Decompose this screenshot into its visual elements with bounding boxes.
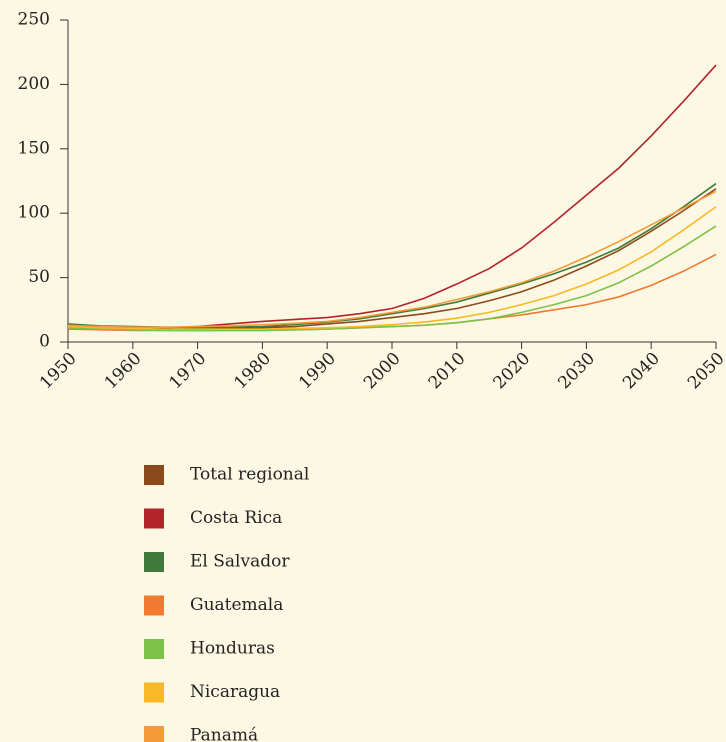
x-tick-label: 2020 <box>490 349 535 394</box>
line <box>67 206 717 330</box>
x-tick-label: 1980 <box>230 349 275 394</box>
line <box>67 253 717 332</box>
x-tick-label: 1990 <box>295 349 340 394</box>
y-tick-label: 0 <box>39 332 50 352</box>
legend-label: El Salvador <box>190 552 290 572</box>
y-tick-label: 50 <box>28 267 50 287</box>
legend-label: Honduras <box>190 639 275 659</box>
x-tick-label: 2050 <box>684 349 726 394</box>
line <box>67 190 717 328</box>
x-tick-label: 1960 <box>101 349 146 394</box>
x-tick-label: 1950 <box>36 349 81 394</box>
legend-label: Costa Rica <box>190 508 282 528</box>
x-tick-label: 2000 <box>360 349 405 394</box>
y-tick-label: 100 <box>18 203 50 223</box>
legend-label: Guatemala <box>190 595 283 615</box>
legend-swatch <box>144 595 164 616</box>
x-tick-label: 2040 <box>619 349 664 394</box>
legend-swatch <box>144 465 164 485</box>
line <box>67 182 717 329</box>
legend-label: Nicaragua <box>190 682 280 702</box>
line <box>67 64 717 330</box>
y-tick-label: 200 <box>18 74 50 94</box>
y-tick-label: 150 <box>18 138 50 158</box>
legend-label: Total regional <box>190 465 309 485</box>
legend-swatch <box>144 726 164 742</box>
x-tick-label: 2010 <box>425 349 470 394</box>
legend-swatch <box>144 552 164 572</box>
y-tick-label: 250 <box>18 10 50 30</box>
legend-swatch <box>144 682 164 703</box>
line <box>67 225 717 332</box>
x-tick-label: 1970 <box>166 349 211 394</box>
x-tick-label: 2030 <box>554 349 599 394</box>
legend-swatch <box>144 508 164 529</box>
legend-label: Panamá <box>190 726 258 742</box>
legend-swatch <box>144 639 164 659</box>
